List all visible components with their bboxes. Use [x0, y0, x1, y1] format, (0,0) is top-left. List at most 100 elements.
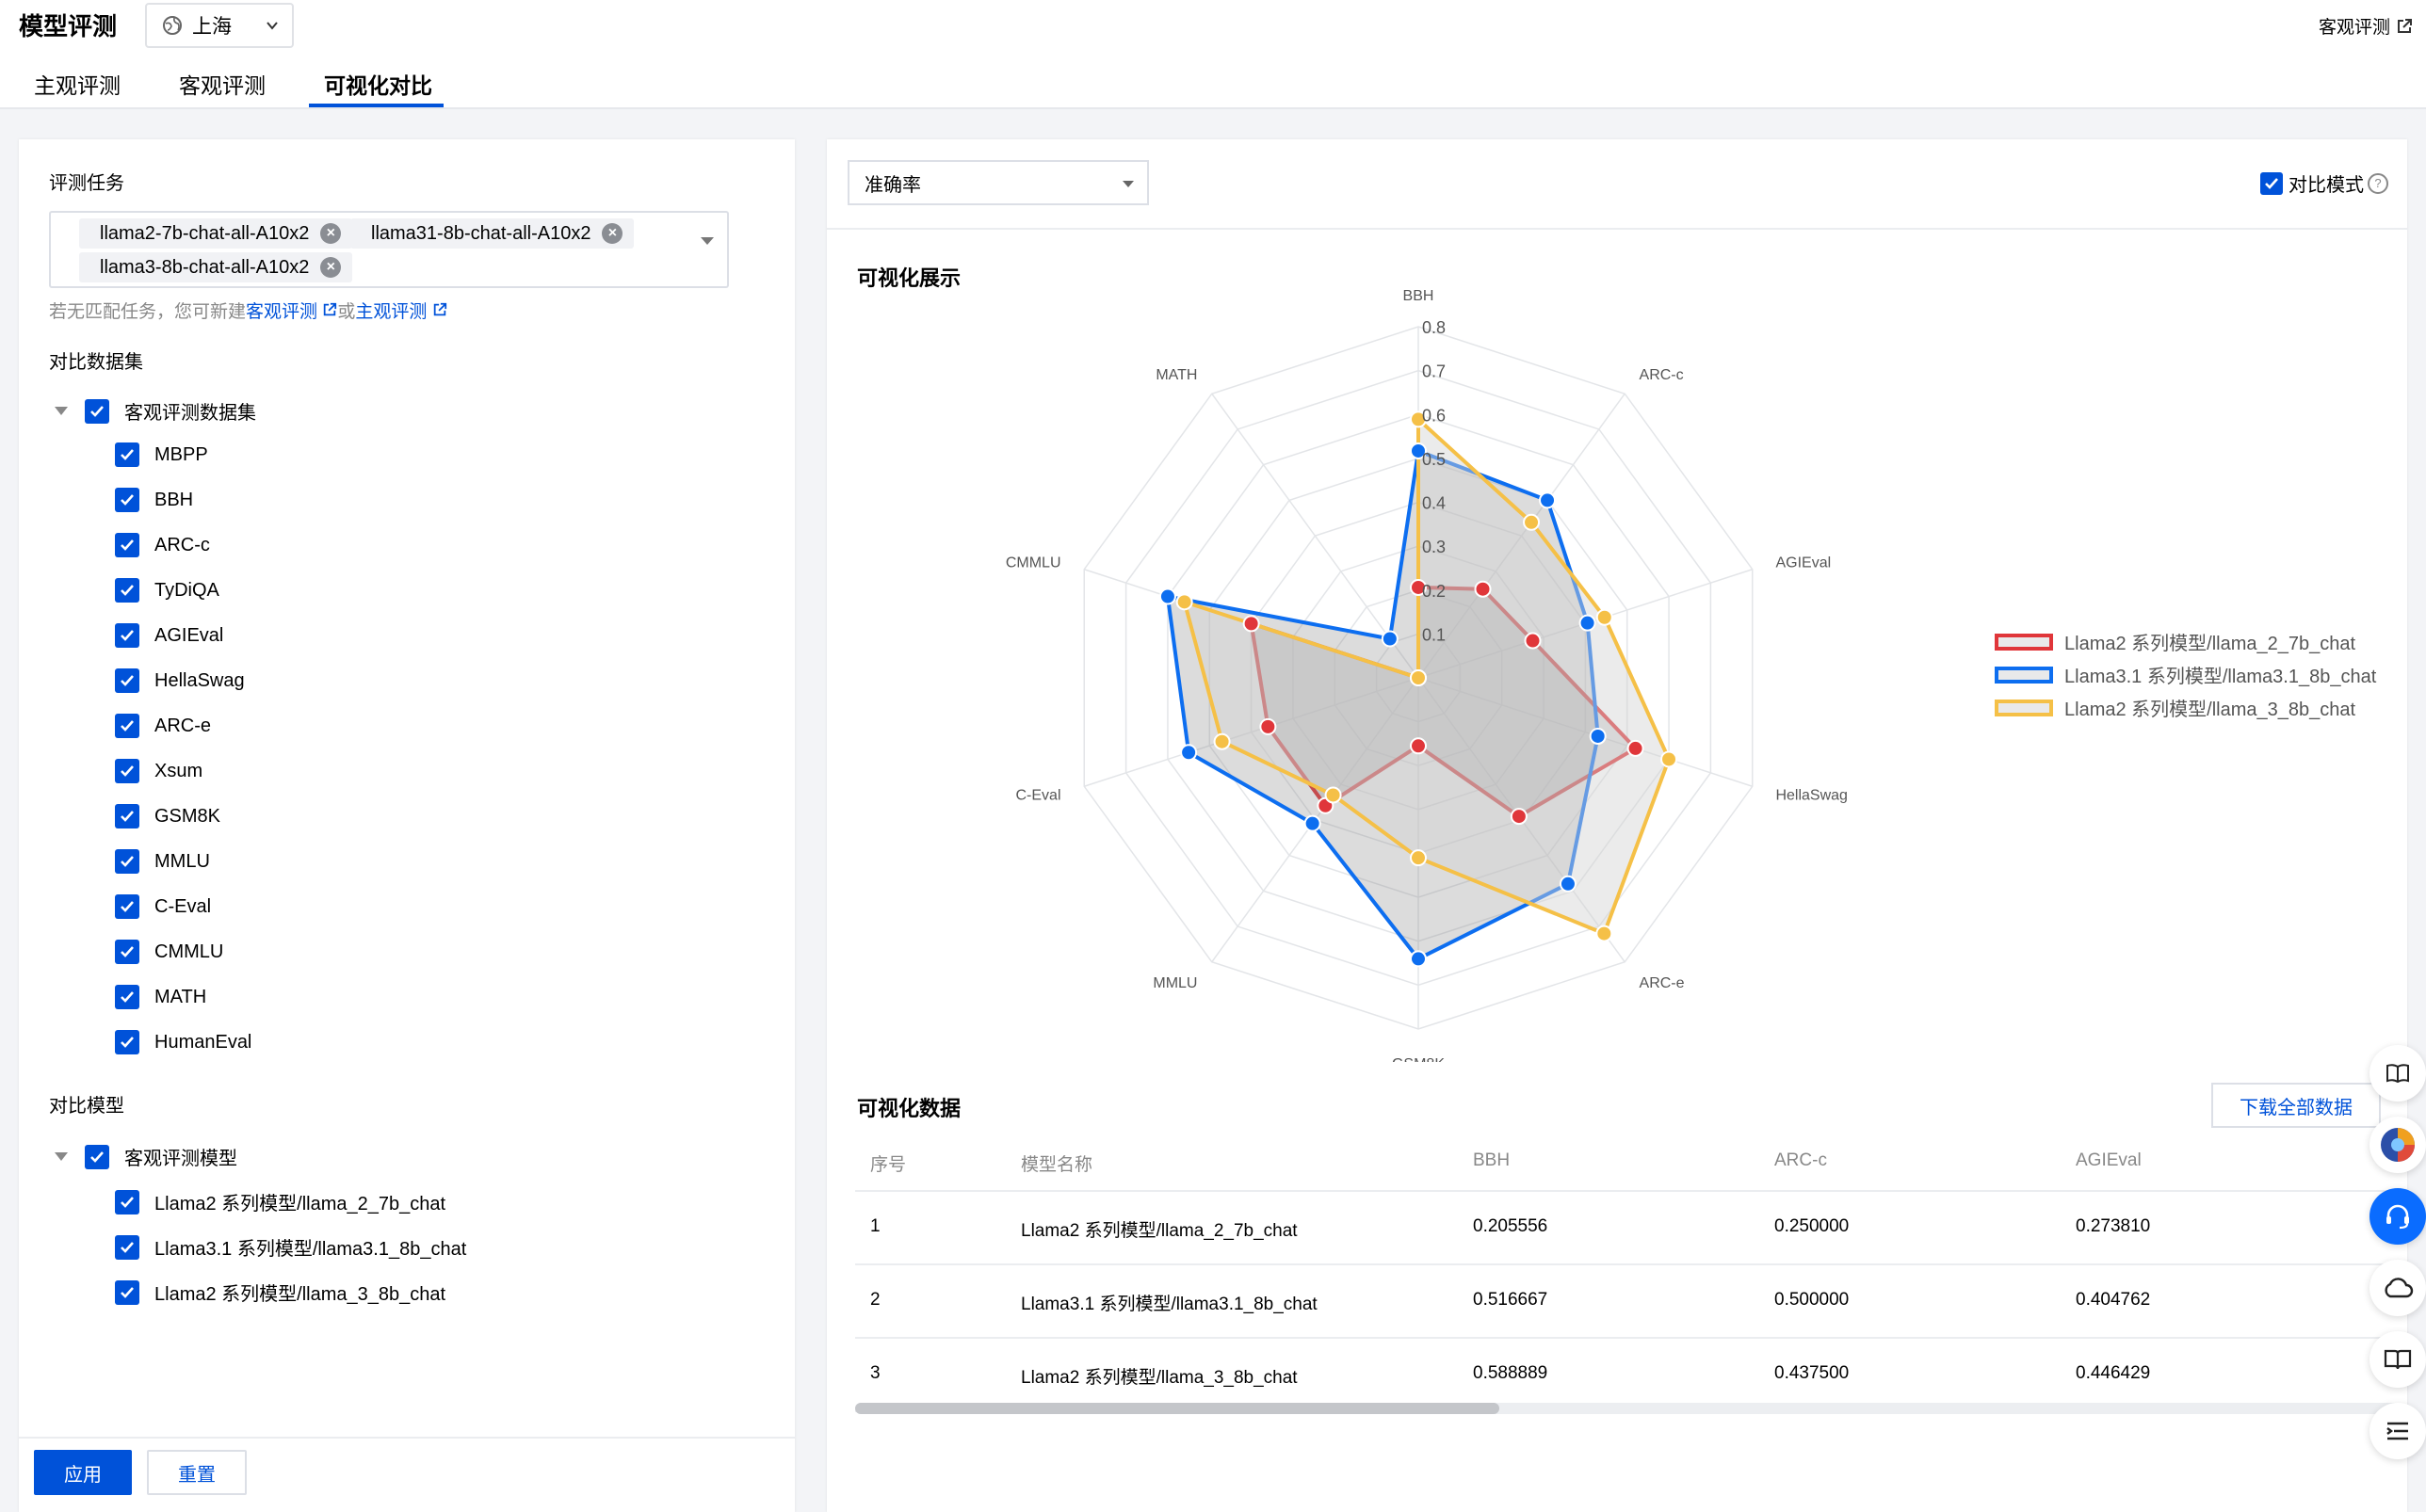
top-bar: 模型评测 上海 客观评测 主观评测 客观评测 可视化对比: [0, 0, 2426, 109]
item-checkbox[interactable]: [115, 488, 139, 512]
objective-eval-link[interactable]: 客观评测: [2319, 13, 2413, 39]
dataset-item[interactable]: MATH: [115, 985, 206, 1009]
check-icon: [121, 856, 134, 867]
cloud-icon[interactable]: [2369, 1260, 2426, 1316]
reset-button[interactable]: 重置: [147, 1450, 247, 1495]
metric-select[interactable]: 准确率: [848, 160, 1149, 205]
table-cell: 0.500000: [1774, 1290, 1850, 1310]
column-header: 模型名称: [1021, 1155, 1093, 1175]
headset-support-icon[interactable]: [2369, 1188, 2426, 1245]
dataset-item[interactable]: AGIEval: [115, 623, 223, 648]
item-checkbox[interactable]: [115, 578, 139, 603]
model-item[interactable]: Llama2 系列模型/llama_2_7b_chat: [115, 1188, 445, 1215]
dataset-item[interactable]: MBPP: [115, 442, 208, 467]
dataset-item[interactable]: HumanEval: [115, 1030, 251, 1054]
legend-swatch: [1995, 633, 2053, 651]
item-checkbox[interactable]: [115, 940, 139, 964]
item-checkbox[interactable]: [115, 894, 139, 919]
collapse-caret-icon[interactable]: [55, 407, 68, 415]
tab-objective[interactable]: 客观评测: [179, 73, 266, 98]
visualization-panel: 准确率 对比模式 ? 可视化展示 0.1 0.2 0.3 0.4 0.5 0.6 0.7 0.…: [827, 139, 2407, 1512]
dataset-item[interactable]: TyDiQA: [115, 578, 219, 603]
remove-tag-icon[interactable]: ×: [320, 257, 342, 278]
item-checkbox[interactable]: [115, 668, 139, 693]
item-checkbox[interactable]: [115, 1279, 139, 1305]
check-icon: [121, 1196, 134, 1208]
table-cell: 0.273810: [2076, 1216, 2151, 1236]
item-checkbox[interactable]: [115, 849, 139, 874]
item-checkbox[interactable]: [115, 623, 139, 648]
legend-label: Llama3.1 系列模型/llama3.1_8b_chat: [2064, 667, 2377, 687]
check-icon: [121, 811, 134, 822]
book-icon[interactable]: [2369, 1045, 2426, 1102]
help-icon[interactable]: ?: [2368, 172, 2388, 194]
item-checkbox[interactable]: [115, 804, 139, 828]
item-checkbox[interactable]: [115, 1234, 139, 1260]
list-menu-icon[interactable]: [2369, 1403, 2426, 1459]
table-cell: 0.205556: [1473, 1216, 1548, 1236]
active-tab-indicator: [309, 104, 444, 107]
new-objective-eval-link[interactable]: 客观评测: [246, 302, 337, 322]
open-book-icon[interactable]: [2369, 1331, 2426, 1388]
scrollbar-thumb[interactable]: [855, 1403, 1499, 1414]
item-checkbox[interactable]: [115, 759, 139, 783]
group-checkbox[interactable]: [85, 1144, 109, 1169]
tab-visual-compare[interactable]: 可视化对比: [324, 73, 432, 98]
globe-icon: [163, 16, 182, 35]
check-icon: [121, 675, 134, 686]
viz-section-title: 可视化展示: [857, 266, 962, 290]
model-item[interactable]: Llama3.1 系列模型/llama3.1_8b_chat: [115, 1233, 466, 1261]
dataset-item[interactable]: BBH: [115, 488, 193, 512]
new-subjective-eval-link[interactable]: 主观评测: [355, 302, 446, 322]
legend-item[interactable]: Llama2 系列模型/llama_2_7b_chat: [1995, 625, 2376, 658]
column-header: ARC-c: [1774, 1150, 1827, 1170]
dataset-item[interactable]: Xsum: [115, 759, 202, 783]
horizontal-scrollbar[interactable]: [855, 1403, 2400, 1414]
item-checkbox[interactable]: [115, 714, 139, 738]
dataset-group-row[interactable]: 客观评测数据集: [55, 397, 256, 425]
compare-checkbox[interactable]: [2260, 171, 2283, 195]
item-checkbox[interactable]: [115, 985, 139, 1009]
legend-item[interactable]: Llama2 系列模型/llama_3_8b_chat: [1995, 691, 2376, 724]
grid-spoke: [1084, 677, 1419, 787]
item-label: HellaSwag: [154, 669, 245, 691]
remove-tag-icon[interactable]: ×: [320, 223, 342, 244]
item-checkbox[interactable]: [115, 442, 139, 467]
item-checkbox[interactable]: [115, 533, 139, 557]
hint-link1-label: 客观评测: [246, 302, 318, 322]
data-point: [1259, 717, 1277, 735]
legend-swatch: [1995, 699, 2053, 716]
region-select[interactable]: 上海: [145, 3, 294, 48]
dataset-item[interactable]: C-Eval: [115, 894, 211, 919]
table-row: 2 Llama3.1 系列模型/llama3.1_8b_chat 0.516667 0…: [855, 1265, 2400, 1339]
header-divider: [827, 228, 2407, 230]
group-checkbox[interactable]: [85, 398, 109, 424]
task-hint: 若无匹配任务，您可新建客观评测 或主观评测: [49, 298, 447, 323]
data-table: 序号 模型名称 BBH ARC-c AGIEval 1 Llama2 系列模型/llama_…: [855, 1134, 2400, 1412]
data-point: [1175, 593, 1193, 611]
model-item[interactable]: Llama2 系列模型/llama_3_8b_chat: [115, 1279, 445, 1306]
model-group-row[interactable]: 客观评测模型: [55, 1143, 237, 1170]
item-checkbox[interactable]: [115, 1030, 139, 1054]
dataset-item[interactable]: MMLU: [115, 849, 210, 874]
dataset-item[interactable]: GSM8K: [115, 804, 220, 828]
compare-label: 对比模式: [2289, 175, 2364, 196]
avatar-icon[interactable]: [2369, 1117, 2426, 1173]
remove-tag-icon[interactable]: ×: [602, 223, 623, 244]
dropdown-arrow-icon[interactable]: [701, 237, 714, 245]
dataset-item[interactable]: CMMLU: [115, 940, 223, 964]
item-label: AGIEval: [154, 624, 224, 646]
tab-subjective[interactable]: 主观评测: [34, 73, 121, 98]
dataset-item[interactable]: ARC-e: [115, 714, 211, 738]
axis-label: MMLU: [1153, 975, 1197, 991]
legend-item[interactable]: Llama3.1 系列模型/llama3.1_8b_chat: [1995, 658, 2376, 691]
compare-mode-toggle[interactable]: 对比模式 ?: [2260, 169, 2388, 197]
task-tag-label: llama3-8b-chat-all-A10x2: [100, 256, 310, 278]
collapse-caret-icon[interactable]: [55, 1152, 68, 1161]
download-all-button[interactable]: 下载全部数据: [2211, 1083, 2381, 1128]
dataset-item[interactable]: HellaSwag: [115, 668, 245, 693]
dataset-item[interactable]: ARC-c: [115, 533, 210, 557]
apply-button[interactable]: 应用: [34, 1450, 132, 1495]
item-checkbox[interactable]: [115, 1189, 139, 1214]
task-multiselect[interactable]: llama2-7b-chat-all-A10x2 × llama31-8b-ch…: [49, 211, 729, 288]
